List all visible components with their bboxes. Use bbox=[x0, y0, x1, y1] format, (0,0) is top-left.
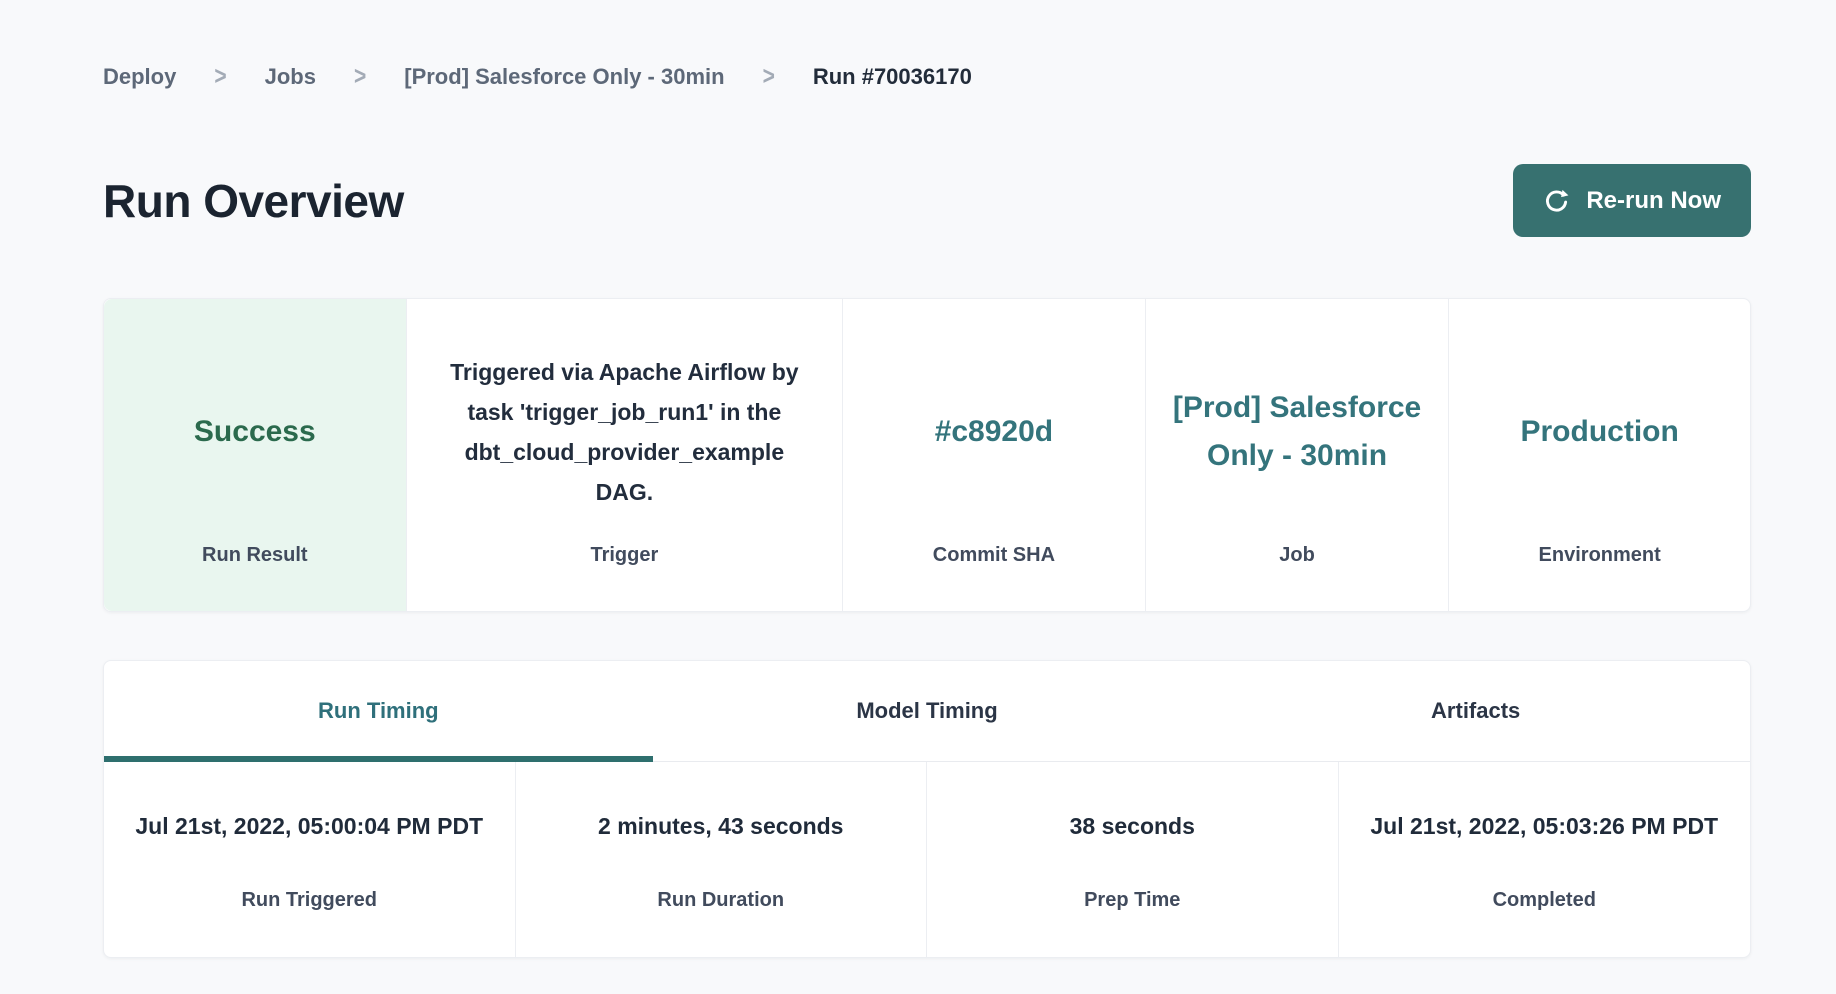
run-triggered-label: Run Triggered bbox=[241, 889, 378, 911]
chevron-right-icon: > bbox=[353, 62, 367, 91]
run-triggered-value: Jul 21st, 2022, 05:00:04 PM PDT bbox=[135, 813, 484, 839]
chevron-right-icon: > bbox=[214, 62, 227, 91]
run-overview-page: Deploy > Jobs > [Prod] Salesforce Only -… bbox=[103, 0, 1751, 958]
trigger-card: Triggered via Apache Airflow by task 'tr… bbox=[407, 299, 844, 611]
breadcrumb-current-run: Run #70036170 bbox=[812, 64, 972, 89]
breadcrumb-jobs[interactable]: Jobs bbox=[264, 64, 316, 89]
run-timing-grid: Jul 21st, 2022, 05:00:04 PM PDT Run Trig… bbox=[104, 762, 1750, 957]
rerun-now-label: Re-run Now bbox=[1586, 186, 1721, 214]
run-result-value: Success bbox=[193, 415, 316, 448]
run-result-label: Run Result bbox=[202, 544, 308, 566]
breadcrumb: Deploy > Jobs > [Prod] Salesforce Only -… bbox=[103, 0, 1751, 91]
breadcrumb-job-name[interactable]: [Prod] Salesforce Only - 30min bbox=[404, 64, 725, 89]
job-card: [Prod] Salesforce Only - 30min Job bbox=[1146, 299, 1450, 611]
tab-run-timing[interactable]: Run Timing bbox=[104, 661, 653, 762]
breadcrumb-deploy[interactable]: Deploy bbox=[103, 64, 177, 89]
run-duration-value: 2 minutes, 43 seconds bbox=[598, 813, 844, 839]
run-summary-cards: Success Run Result Triggered via Apache … bbox=[103, 298, 1751, 612]
tab-model-timing[interactable]: Model Timing bbox=[856, 698, 998, 723]
tab-artifacts[interactable]: Artifacts bbox=[1431, 698, 1521, 723]
trigger-value: Triggered via Apache Airflow by task 'tr… bbox=[450, 359, 799, 505]
tab-bar: Run Timing Model Timing Artifacts bbox=[104, 661, 1750, 762]
completed-label: Completed bbox=[1492, 889, 1596, 911]
environment-link[interactable]: Production bbox=[1520, 415, 1679, 448]
commit-sha-label: Commit SHA bbox=[932, 544, 1056, 566]
completed-value: Jul 21st, 2022, 05:03:26 PM PDT bbox=[1370, 813, 1719, 839]
prep-time-label: Prep Time bbox=[1084, 889, 1181, 911]
page-header: Run Overview Re-run Now bbox=[103, 164, 1751, 237]
run-duration-cell: 2 minutes, 43 seconds Run Duration bbox=[516, 762, 927, 957]
chevron-right-icon: > bbox=[762, 62, 775, 91]
run-duration-label: Run Duration bbox=[657, 889, 785, 911]
run-result-card: Success Run Result bbox=[104, 299, 407, 611]
rerun-now-button[interactable]: Re-run Now bbox=[1513, 164, 1751, 237]
page-title: Run Overview bbox=[103, 174, 404, 227]
job-label: Job bbox=[1279, 544, 1315, 566]
trigger-label: Trigger bbox=[590, 544, 659, 566]
commit-sha-link[interactable]: #c8920d bbox=[934, 415, 1054, 448]
commit-sha-card: #c8920d Commit SHA bbox=[843, 299, 1146, 611]
environment-card: Production Environment bbox=[1449, 299, 1750, 611]
environment-label: Environment bbox=[1538, 544, 1661, 566]
job-link[interactable]: [Prod] Salesforce Only - 30min bbox=[1172, 391, 1422, 472]
refresh-icon bbox=[1543, 187, 1570, 214]
prep-time-cell: 38 seconds Prep Time bbox=[927, 762, 1339, 957]
run-detail-panel: Run Timing Model Timing Artifacts Jul 21… bbox=[103, 660, 1751, 958]
completed-cell: Jul 21st, 2022, 05:03:26 PM PDT Complete… bbox=[1339, 762, 1751, 957]
prep-time-value: 38 seconds bbox=[1069, 813, 1195, 839]
run-triggered-cell: Jul 21st, 2022, 05:00:04 PM PDT Run Trig… bbox=[104, 762, 516, 957]
